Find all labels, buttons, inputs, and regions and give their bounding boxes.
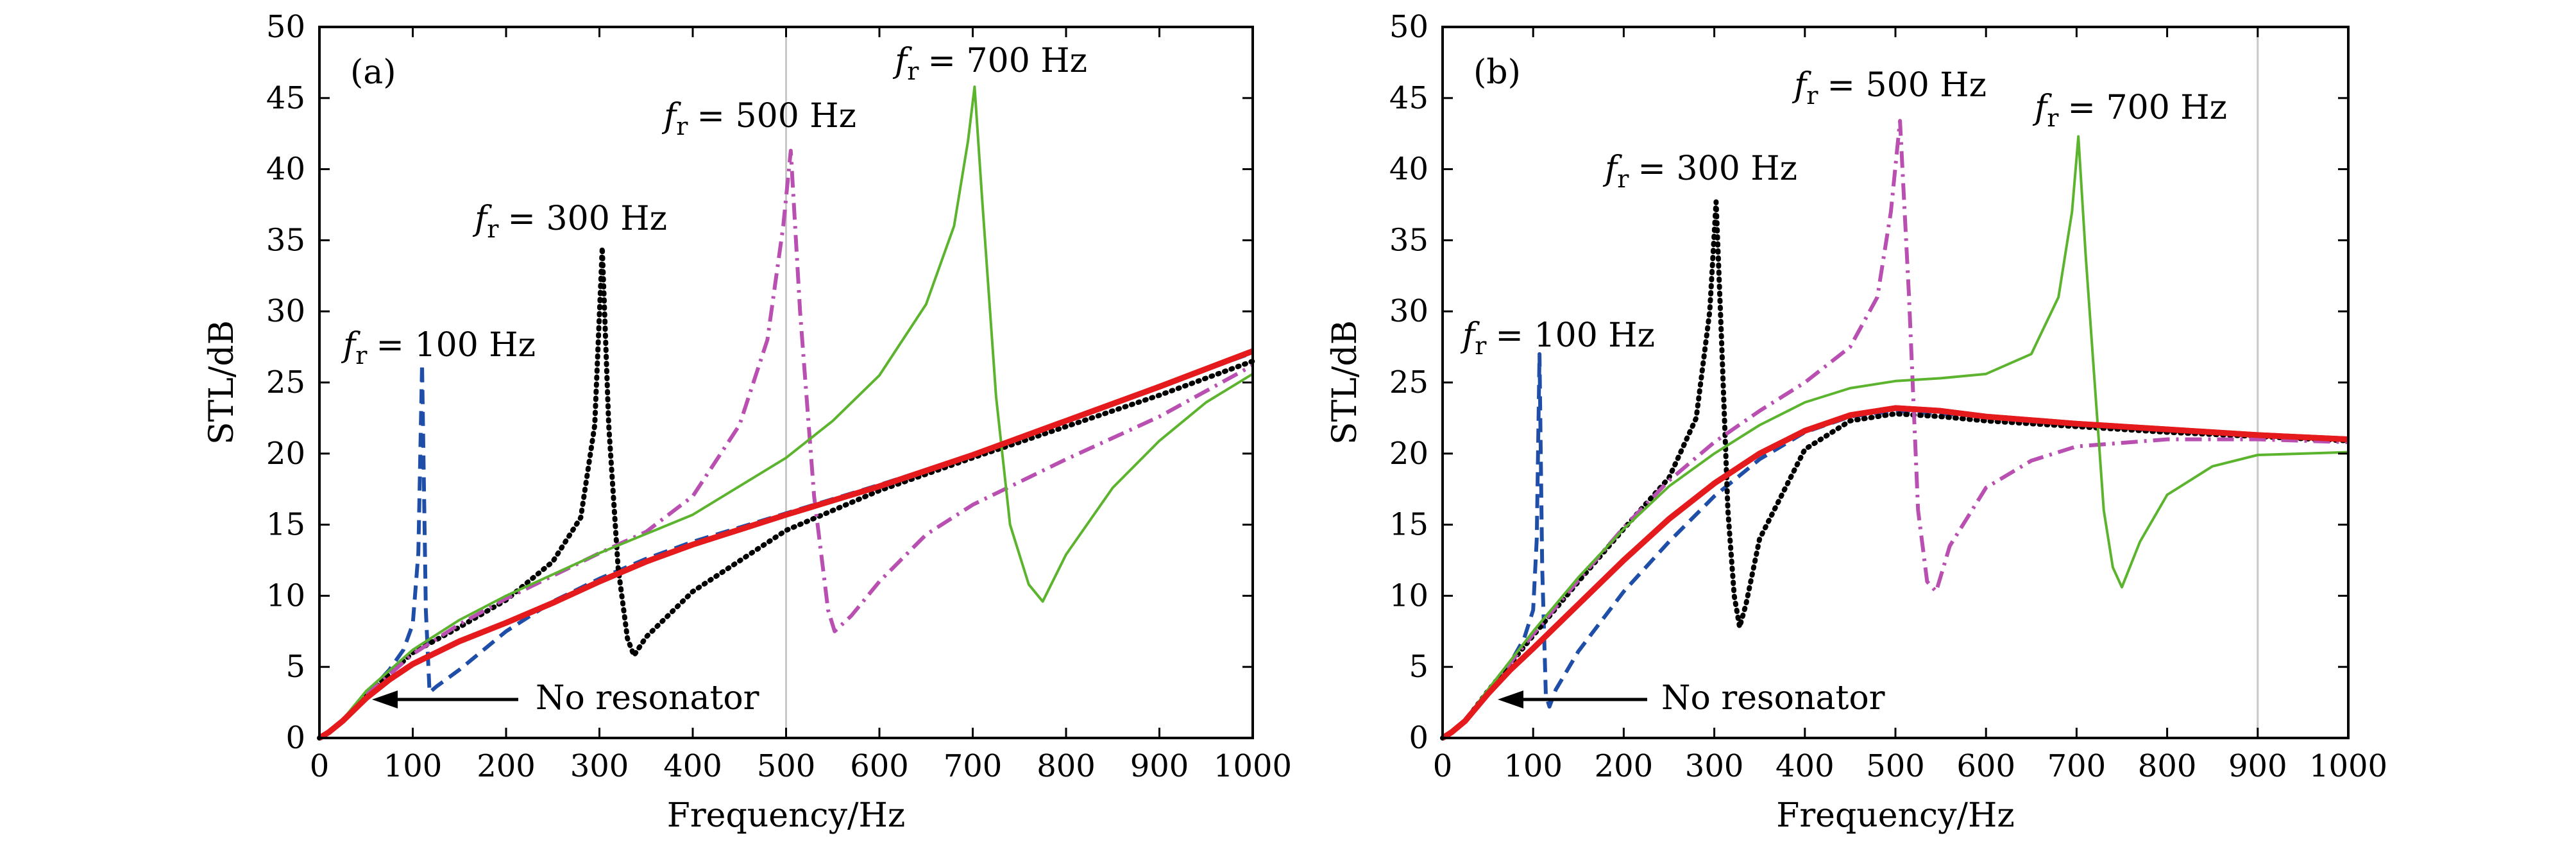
x-axis-label: Frequency/Hz [1776,796,2015,835]
y-tick-label: 10 [1389,578,1428,613]
resonance-annotation: fr = 300 Hz [472,200,667,243]
y-tick-label: 10 [266,578,305,613]
y-axis-label: STL/dB [1326,320,1364,445]
y-tick-label: 15 [266,507,305,543]
x-tick-label: 900 [2228,748,2287,784]
x-tick-label: 600 [850,748,909,784]
panel-a: 0 100 200 300 400 500 600 700 800 900 1000 0 5 10 15 20… [203,9,1292,835]
series-line-4 [1441,135,2349,739]
y-tick-label: 35 [266,222,305,258]
x-tick-label: 200 [1595,748,1654,784]
series-line-1 [1441,352,2349,740]
y-tick-label: 50 [1389,9,1428,45]
x-axis-label: Frequency/Hz [667,796,906,835]
y-tick-label: 25 [266,364,305,400]
y-tick-label: 50 [266,9,305,45]
x-tick-label: 1000 [1214,748,1292,784]
y-tick-label: 30 [266,293,305,329]
no-resonator-label: No resonator [1661,679,1885,717]
plot-frame [1441,26,2350,739]
series-line-reference-top [1441,405,2349,741]
x-tick-label: 400 [663,748,722,784]
panel-label: (b) [1473,53,1521,92]
x-tick-label: 300 [570,748,629,784]
x-tick-label: 500 [1866,748,1925,784]
panel-label: (a) [350,53,396,92]
y-tick-label: 30 [1389,293,1428,329]
arrow-head [1498,690,1523,708]
resonance-annotation: fr = 500 Hz [1792,66,1987,110]
panel-b: 0 100 200 300 400 500 600 700 800 900 1000 0 5 10 15 20… [1326,9,2387,835]
resonance-annotation: fr = 100 Hz [341,326,536,370]
x-tick-label: 900 [1130,748,1189,784]
y-tick-label: 35 [1389,222,1428,258]
series-line-4 [318,85,1254,739]
x-tick-label: 700 [2047,748,2106,784]
resonance-annotation: fr = 500 Hz [661,97,856,141]
y-axis-label: STL/dB [203,320,241,445]
y-tick-label: 45 [1389,80,1428,116]
y-tick-label: 20 [1389,436,1428,472]
series-line-reference-top [318,348,1254,741]
resonance-annotation: fr = 100 Hz [1460,316,1655,360]
y-tick-label: 5 [1409,649,1428,685]
no-resonator-label: No resonator [536,679,759,717]
y-tick-label: 5 [285,649,305,685]
y-tick-label: 20 [266,436,305,472]
y-tick-label: 25 [1389,364,1428,400]
x-tick-label: 1000 [2309,748,2387,784]
series-line-3 [318,148,1254,740]
x-tick-label: 600 [1956,748,2015,784]
x-tick-label: 400 [1775,748,1835,784]
x-tick-label: 800 [1037,748,1096,784]
x-tick-label: 100 [1504,748,1563,784]
x-tick-label: 0 [1433,748,1453,784]
y-tick-label: 0 [1409,720,1428,756]
resonance-annotation: fr = 700 Hz [892,42,1087,85]
x-tick-label: 100 [384,748,443,784]
x-tick-label: 700 [944,748,1003,784]
series-line-2 [1440,199,2351,741]
y-tick-label: 0 [285,720,305,756]
resonance-annotation: fr = 300 Hz [1602,150,1797,193]
x-tick-label: 300 [1685,748,1744,784]
y-tick-label: 15 [1389,507,1428,543]
arrow-head [372,690,398,708]
series-line-0 [1441,405,2349,741]
x-tick-label: 200 [477,748,536,784]
resonance-annotation: fr = 700 Hz [2032,89,2227,132]
x-tick-label: 800 [2138,748,2197,784]
y-tick-label: 45 [266,80,305,116]
y-tick-label: 40 [1389,151,1428,187]
x-tick-label: 500 [757,748,816,784]
y-tick-label: 40 [266,151,305,187]
x-tick-label: 0 [310,748,330,784]
